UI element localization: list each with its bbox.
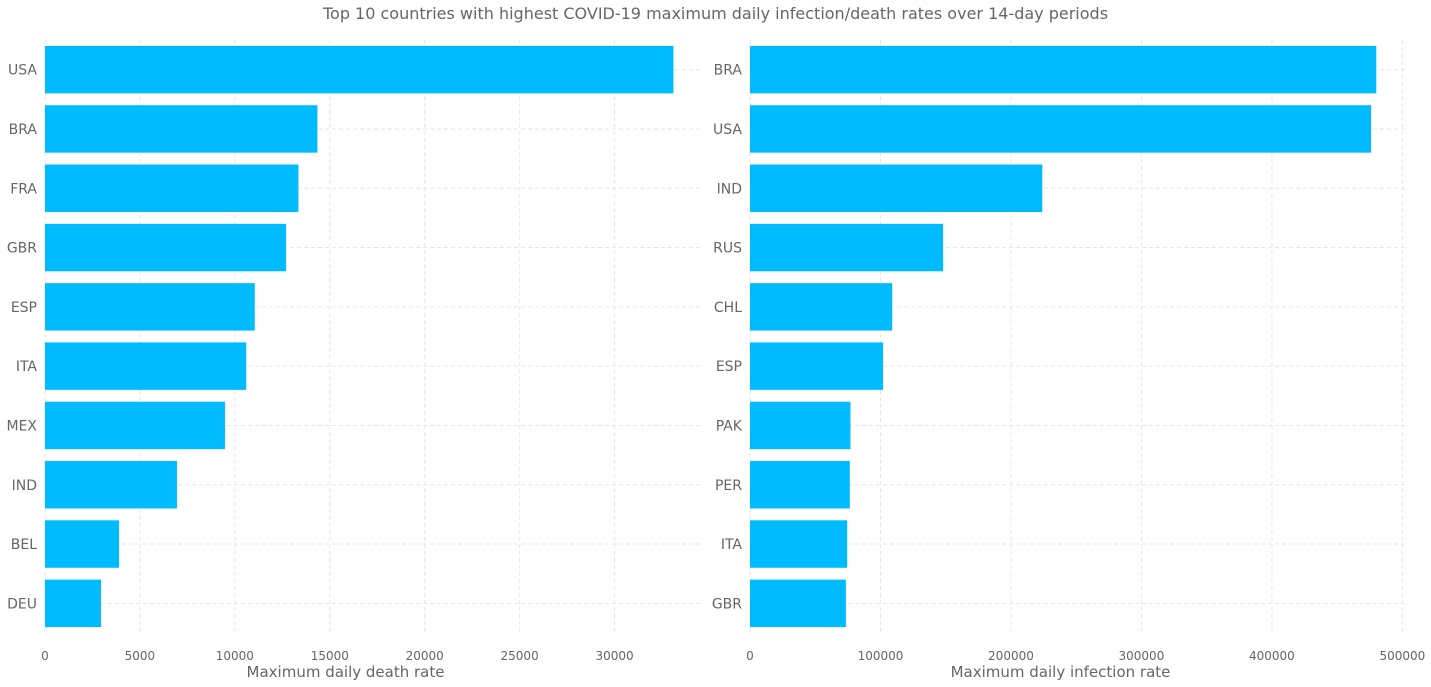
x-axis-title: Maximum daily infection rate: [951, 663, 1171, 681]
category-label-usa: USA: [713, 122, 742, 138]
x-tick-label-6: 30000: [595, 649, 633, 663]
category-label-pak: PAK: [716, 418, 743, 434]
bar-ita: [45, 342, 247, 390]
x-tick-label-0: 0: [746, 649, 754, 663]
bar-esp: [45, 283, 255, 331]
bar-esp: [750, 342, 884, 390]
category-label-usa: USA: [8, 63, 37, 79]
bar-pak: [750, 401, 851, 450]
infection-rate-chart: BRA USA IND RUS CHL ESP PAK PER ITA GBR 0 100000 200…: [712, 40, 1425, 681]
bar-rus: [750, 223, 944, 272]
category-label-ind: IND: [717, 181, 742, 197]
category-label-chl: CHL: [714, 300, 742, 316]
x-tick-label-1: 100000: [858, 649, 904, 663]
bar-bra: [45, 105, 318, 153]
bar-per: [750, 461, 850, 509]
category-label-esp: ESP: [716, 359, 742, 375]
x-tick-label-3: 300000: [1119, 649, 1165, 663]
category-label-fra: FRA: [10, 181, 37, 197]
bar-usa: [750, 105, 1372, 153]
bar-gbr: [45, 223, 287, 272]
bar-mex: [45, 401, 225, 450]
category-label-esp: ESP: [11, 300, 37, 316]
figure-title: Top 10 countries with highest COVID-19 m…: [322, 4, 1109, 23]
death-rate-chart: USA BRA FRA GBR ESP ITA MEX IND BEL DEU 0 5000 10000…: [6, 40, 700, 681]
category-label-gbr: GBR: [7, 241, 37, 257]
bar-ita: [750, 520, 848, 568]
category-label-gbr: GBR: [712, 596, 742, 612]
x-tick-label-2: 200000: [988, 649, 1034, 663]
x-tick-label-5: 25000: [501, 649, 539, 663]
category-label-mex: MEX: [6, 418, 37, 434]
bar-gbr: [750, 579, 846, 628]
x-tick-label-2: 10000: [216, 649, 254, 663]
category-label-ind: IND: [12, 478, 37, 494]
x-tick-label-4: 20000: [406, 649, 444, 663]
x-tick-label-1: 5000: [125, 649, 156, 663]
x-tick-label-5: 500000: [1379, 649, 1425, 663]
x-tick-label-4: 400000: [1249, 649, 1295, 663]
bar-deu: [45, 579, 102, 628]
bar-usa: [45, 45, 674, 94]
category-label-deu: DEU: [7, 596, 37, 612]
category-label-bra: BRA: [9, 122, 38, 138]
bar-ind: [45, 461, 177, 509]
bar-ind: [750, 164, 1043, 212]
category-label-bra: BRA: [714, 63, 743, 79]
x-axis-title: Maximum daily death rate: [247, 663, 445, 681]
bar-bra: [750, 45, 1377, 94]
category-label-rus: RUS: [713, 241, 742, 257]
bar-chl: [750, 283, 893, 331]
category-label-per: PER: [715, 478, 742, 494]
category-label-bel: BEL: [11, 537, 37, 553]
category-label-ita: ITA: [16, 359, 38, 375]
x-tick-label-3: 15000: [311, 649, 349, 663]
category-label-ita: ITA: [721, 537, 743, 553]
bar-bel: [45, 520, 120, 568]
x-tick-label-0: 0: [41, 649, 49, 663]
bar-fra: [45, 164, 299, 212]
